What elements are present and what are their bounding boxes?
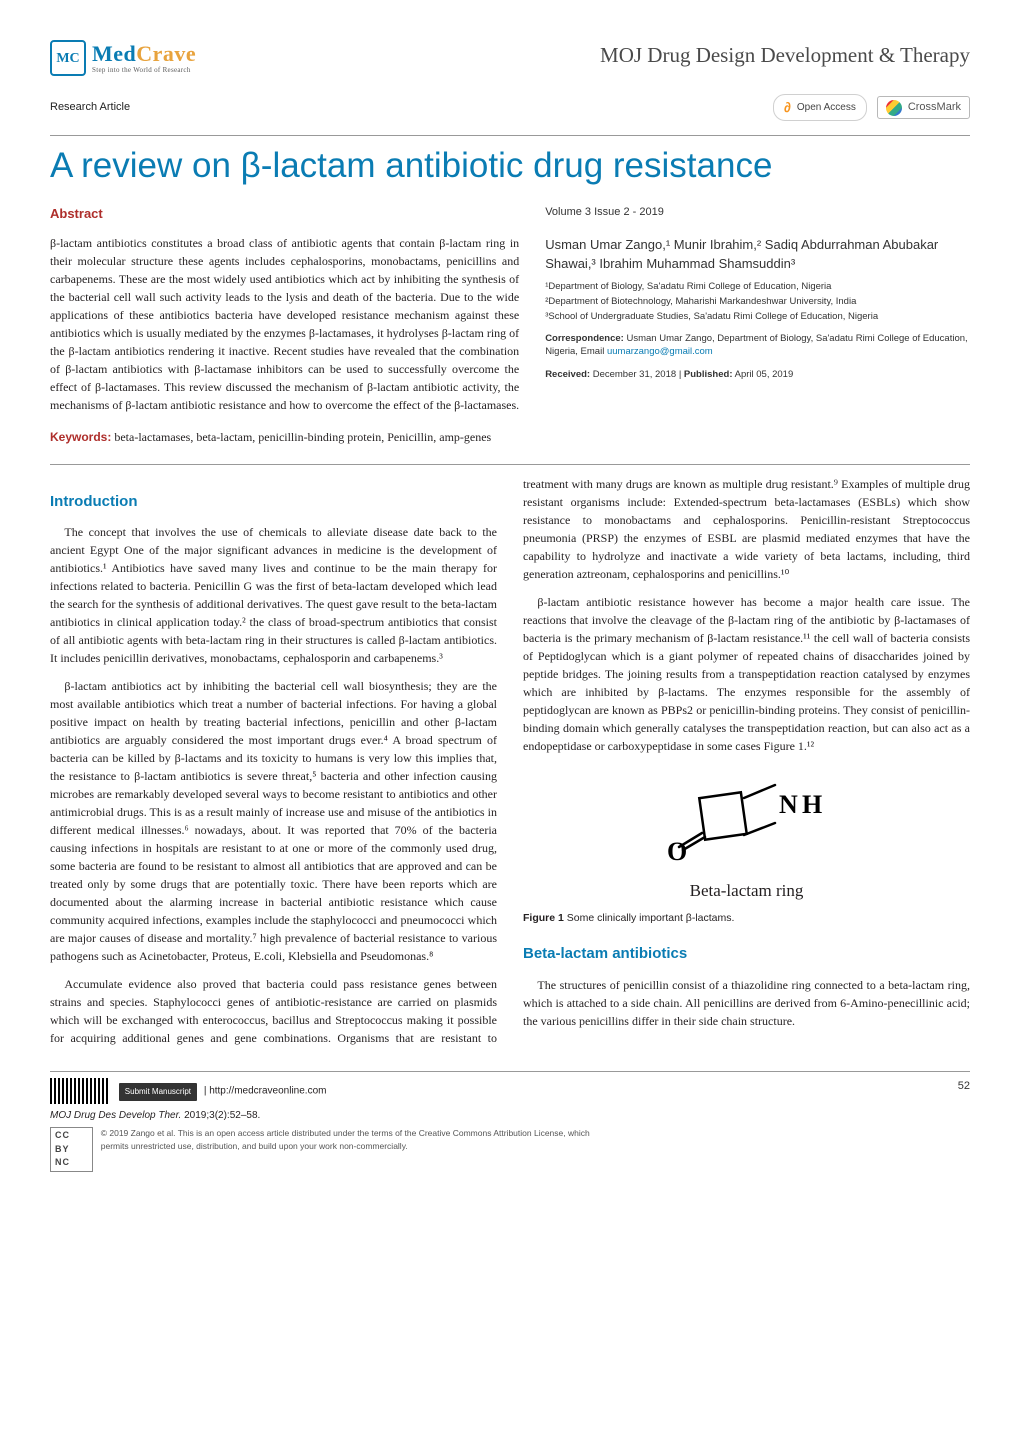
open-access-label: Open Access	[797, 100, 856, 115]
cc-badge-icon: CC BY NC	[50, 1127, 93, 1172]
atom-h: H	[802, 790, 822, 819]
received-label: Received:	[545, 369, 590, 380]
affiliation-1: ¹Department of Biology, Sa'adatu Rimi Co…	[545, 280, 970, 293]
intro-p1: The concept that involves the use of che…	[50, 523, 497, 667]
volume-issue: Volume 3 Issue 2 - 2019	[545, 204, 970, 221]
correspondence-email[interactable]: uumarzango@gmail.com	[607, 346, 713, 357]
section-rule	[50, 464, 970, 465]
crossmark-label: CrossMark	[908, 99, 961, 116]
open-access-badge[interactable]: ∂ Open Access	[773, 94, 867, 121]
page-number: 52	[958, 1078, 970, 1095]
barcode-icon	[50, 1078, 110, 1104]
article-type-label: Research Article	[50, 99, 130, 116]
logo-text-prefix: Med	[92, 41, 136, 66]
logo-tagline: Step into the World of Research	[92, 67, 196, 74]
affiliation-3: ³School of Undergraduate Studies, Sa'ada…	[545, 310, 970, 323]
open-access-icon: ∂	[784, 97, 791, 118]
author-list: Usman Umar Zango,¹ Munir Ibrahim,² Sadiq…	[545, 235, 970, 274]
abstract-heading: Abstract	[50, 204, 519, 224]
footer-citation-rest: 2019;3(2):52‒58.	[184, 1110, 260, 1121]
crossmark-icon	[886, 100, 902, 116]
correspondence-block: Correspondence: Usman Umar Zango, Depart…	[545, 332, 970, 359]
submit-url-text: | http://medcraveonline.com	[204, 1086, 327, 1097]
intro-p4: β-lactam antibiotic resistance however h…	[523, 593, 970, 755]
figure-1-title: Beta-lactam ring	[523, 878, 970, 904]
beta-lactam-ring-icon: O N H	[647, 765, 847, 865]
correspondence-label: Correspondence:	[545, 333, 624, 344]
logo-text-suffix: Crave	[136, 41, 196, 66]
crossmark-badge[interactable]: CrossMark	[877, 96, 970, 119]
logo-mark-icon: MC	[50, 40, 86, 76]
keywords-label: Keywords:	[50, 430, 111, 444]
article-title: A review on β-lactam antibiotic drug res…	[50, 146, 970, 186]
affiliation-2: ²Department of Biotechnology, Maharishi …	[545, 295, 970, 308]
received-date: December 31, 2018	[593, 369, 676, 380]
dates-block: Received: December 31, 2018 | Published:…	[545, 368, 970, 382]
figure-1-caption-label: Figure 1	[523, 912, 564, 924]
intro-p2: β-lactam antibiotics act by inhibiting t…	[50, 677, 497, 965]
footer-citation-journal: MOJ Drug Des Develop Ther.	[50, 1110, 181, 1121]
footer-left: Submit Manuscript | http://medcraveonlin…	[50, 1078, 610, 1172]
header-rule	[50, 135, 970, 136]
cc-license-text: © 2019 Zango et al. This is an open acce…	[101, 1127, 610, 1153]
abstract-text: β-lactam antibiotics constitutes a broad…	[50, 234, 519, 414]
published-date: April 05, 2019	[735, 369, 794, 380]
introduction-heading: Introduction	[50, 491, 497, 514]
footer-rule	[50, 1071, 970, 1072]
submit-manuscript-button[interactable]: Submit Manuscript	[119, 1083, 197, 1101]
figure-1-caption-text: Some clinically important β-lactams.	[567, 912, 735, 924]
atom-n: N	[779, 790, 798, 819]
figure-1: O N H Beta-lactam ring Figure 1 Some cli…	[523, 765, 970, 927]
keywords-text: beta-lactamases, beta-lactam, penicillin…	[114, 430, 491, 444]
atom-o: O	[667, 837, 687, 865]
beta-lactam-p1: The structures of penicillin consist of …	[523, 976, 970, 1030]
journal-name: MOJ Drug Design Development & Therapy	[600, 40, 970, 72]
beta-lactam-heading: Beta-lactam antibiotics	[523, 943, 970, 966]
published-label: Published:	[684, 369, 733, 380]
publisher-logo: MC MedCrave Step into the World of Resea…	[50, 40, 196, 76]
